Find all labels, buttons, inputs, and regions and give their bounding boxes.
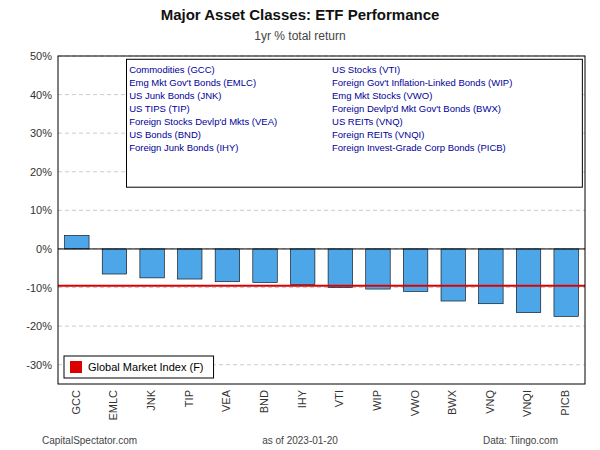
grid-line [58,248,585,249]
y-tick-label: 30% [30,127,52,139]
key-item: US Junk Bonds (JNK) [129,90,221,101]
y-tick-label: 40% [30,89,52,101]
y-tick-label: -20% [26,320,52,332]
key-item: US Stocks (VTI) [332,64,400,75]
zero-line [58,248,585,249]
bar [178,249,202,279]
key-item: Foreign Stocks Devlp'd Mkts (VEA) [129,116,277,127]
key-item: US REITs (VNQ) [332,116,403,127]
x-tick-label: IHY [296,389,308,408]
x-tick-label: TIP [183,390,195,407]
y-tick-label: 50% [30,50,52,62]
x-tick-label: VNQI [521,390,533,417]
bar [215,249,239,282]
y-tick-label: 0% [36,243,52,255]
legend-label: Global Market Index (F) [88,361,204,373]
title: Major Asset Classes: ETF Performance [161,6,440,23]
key-item: Commodities (GCC) [129,64,215,75]
bar [441,249,465,301]
subtitle: 1yr % total return [254,29,345,43]
y-tick-label: -10% [26,282,52,294]
reference-line [58,285,585,287]
bar [328,249,352,288]
key-box: Commodities (GCC) Emg Mkt Gov't Bonds (EM… [127,59,583,187]
x-tick-label: VEA [220,389,232,412]
key-item: Emg Mkt Gov't Bonds (EMLC) [129,77,256,88]
x-tick-label: VTI [333,390,345,407]
x-tick-label: PICB [559,390,571,416]
x-tick-label: VWO [409,390,421,417]
bar [140,249,164,278]
footer: CapitalSpectator.com [42,435,137,446]
key-item: Foreign Devlp'd Mkt Gov't Bonds (BWX) [332,103,501,114]
x-tick-label: BWX [446,389,458,415]
bar [554,249,578,317]
bar [65,235,89,249]
y-tick-label: -30% [26,359,52,371]
x-tick-label: GCC [70,390,82,415]
grid-line [58,326,585,327]
bar [102,249,126,274]
grid-line [58,210,585,211]
bar [290,249,314,285]
bar [479,249,503,304]
bar [366,249,390,289]
plot-frame [58,56,585,384]
key-item: US Bonds (BND) [129,129,201,140]
legend-frame [64,356,214,378]
bar [253,249,277,283]
grid [58,56,585,365]
bar [516,249,540,313]
footer: Data: Tiingo.com [483,435,558,446]
key-item: Foreign Junk Bonds (IHY) [129,142,238,153]
chart: Major Asset Classes: ETF Performance 1yr … [0,0,600,450]
key-item: Emg Mkt Stocks (VWO) [332,90,432,101]
x-tick-label: BND [258,390,270,413]
x-tick-label: WIP [371,390,383,411]
legend-swatch [70,361,82,373]
grid-line [58,287,585,288]
x-tick-label: JNK [145,389,157,410]
key-item: Foreign Invest-Grade Corp Bonds (PICB) [332,142,506,153]
legend: Global Market Index (F) [64,356,214,378]
key-frame [127,59,583,187]
x-tick-label: EMLC [107,390,119,421]
key-item: US TIPS (TIP) [129,103,190,114]
footer: as of 2023-01-20 [262,435,338,446]
key-item: Foreign Gov't Inflation-Linked Bonds (WI… [332,77,512,88]
y-tick-label: 20% [30,166,52,178]
key-item: Foreign REITs (VNQI) [332,129,424,140]
bars [58,235,585,316]
x-tick-label: VNQ [484,390,496,414]
y-tick-label: 10% [30,204,52,216]
